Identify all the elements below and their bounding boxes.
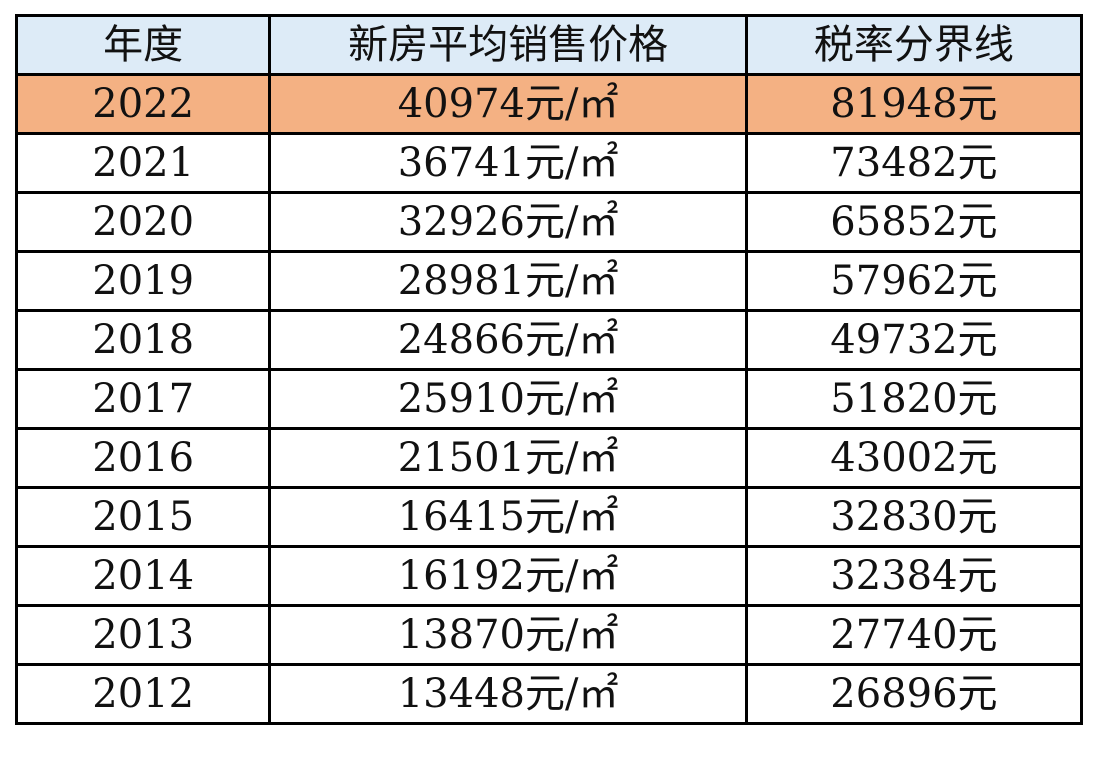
year-cell: 2018 <box>14 309 272 371</box>
table-row: 2022 40974元/㎡ 81948元 <box>14 73 1084 135</box>
price-table: 年度 新房平均销售价格 税率分界线 2022 40974元/㎡ 81948元 2021… <box>14 14 1084 725</box>
avg-price-cell: 32926元/㎡ <box>268 191 748 253</box>
year-cell: 2021 <box>14 132 272 194</box>
tax-threshold-cell: 57962元 <box>744 250 1084 312</box>
year-cell: 2015 <box>14 486 272 548</box>
table-row: 2016 21501元/㎡ 43002元 <box>14 427 1084 489</box>
avg-price-cell: 40974元/㎡ <box>268 73 748 135</box>
year-cell: 2014 <box>14 545 272 607</box>
header-year: 年度 <box>14 14 272 76</box>
year-cell: 2022 <box>14 73 272 135</box>
header-row: 年度 新房平均销售价格 税率分界线 <box>14 14 1084 76</box>
avg-price-cell: 13870元/㎡ <box>268 604 748 666</box>
header-tax-threshold: 税率分界线 <box>744 14 1084 76</box>
tax-threshold-cell: 73482元 <box>744 132 1084 194</box>
year-cell: 2016 <box>14 427 272 489</box>
year-cell: 2020 <box>14 191 272 253</box>
avg-price-cell: 16192元/㎡ <box>268 545 748 607</box>
tax-threshold-cell: 49732元 <box>744 309 1084 371</box>
header-avg-price: 新房平均销售价格 <box>268 14 748 76</box>
avg-price-cell: 28981元/㎡ <box>268 250 748 312</box>
table-row: 2021 36741元/㎡ 73482元 <box>14 132 1084 194</box>
avg-price-cell: 25910元/㎡ <box>268 368 748 430</box>
tax-threshold-cell: 32384元 <box>744 545 1084 607</box>
avg-price-cell: 21501元/㎡ <box>268 427 748 489</box>
year-cell: 2017 <box>14 368 272 430</box>
tax-threshold-cell: 51820元 <box>744 368 1084 430</box>
table-row: 2012 13448元/㎡ 26896元 <box>14 663 1084 725</box>
table-row: 2013 13870元/㎡ 27740元 <box>14 604 1084 666</box>
table-row: 2018 24866元/㎡ 49732元 <box>14 309 1084 371</box>
avg-price-cell: 16415元/㎡ <box>268 486 748 548</box>
tax-threshold-cell: 65852元 <box>744 191 1084 253</box>
table-row: 2017 25910元/㎡ 51820元 <box>14 368 1084 430</box>
year-cell: 2019 <box>14 250 272 312</box>
avg-price-cell: 24866元/㎡ <box>268 309 748 371</box>
table-row: 2015 16415元/㎡ 32830元 <box>14 486 1084 548</box>
tax-threshold-cell: 26896元 <box>744 663 1084 725</box>
year-cell: 2012 <box>14 663 272 725</box>
avg-price-cell: 13448元/㎡ <box>268 663 748 725</box>
table-row: 2014 16192元/㎡ 32384元 <box>14 545 1084 607</box>
year-cell: 2013 <box>14 604 272 666</box>
tax-threshold-cell: 27740元 <box>744 604 1084 666</box>
table-row: 2019 28981元/㎡ 57962元 <box>14 250 1084 312</box>
avg-price-cell: 36741元/㎡ <box>268 132 748 194</box>
tax-threshold-cell: 43002元 <box>744 427 1084 489</box>
tax-threshold-cell: 81948元 <box>744 73 1084 135</box>
table-row: 2020 32926元/㎡ 65852元 <box>14 191 1084 253</box>
tax-threshold-cell: 32830元 <box>744 486 1084 548</box>
